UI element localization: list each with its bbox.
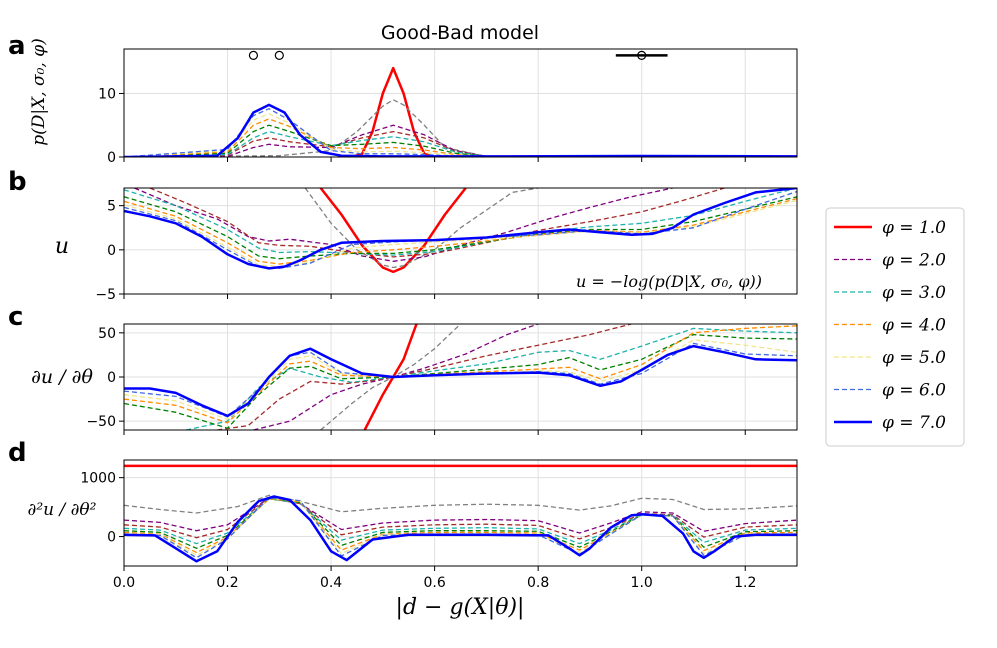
- y-tick-label-c: −50: [86, 414, 116, 430]
- series-line-b-30: [124, 188, 797, 256]
- panel-letter-d: d: [8, 438, 27, 468]
- y-tick-label-d: 1000: [80, 471, 116, 487]
- y-tick-label-a: 0: [107, 150, 116, 166]
- x-tick-label: 0.6: [423, 575, 445, 591]
- series-line-d-30: [124, 498, 797, 545]
- legend-entry-label: φ = 4.0: [882, 316, 946, 336]
- x-tick-label: 0.4: [320, 575, 342, 591]
- y-tick-label-b: −5: [95, 287, 116, 303]
- panel-b-formula: u = −log(p(D|X, σ₀, φ)): [576, 272, 762, 291]
- series-line-c-60: [124, 342, 797, 418]
- panel-letter-a: a: [8, 31, 26, 61]
- series-line-c-70: [124, 344, 797, 418]
- panel-b: −5 0 5: [95, 187, 798, 303]
- axes-frame-a: [123, 48, 798, 158]
- series-line-a-10: [351, 66, 435, 157]
- series-line-d-60: [124, 497, 797, 559]
- y-tick-label-b: 5: [107, 199, 116, 215]
- ylabel-d: ∂²u / ∂θ²: [28, 500, 97, 520]
- y-tick-label-c: 50: [98, 326, 116, 342]
- series-line-b-brown: [149, 188, 725, 258]
- series-line-b-50: [124, 199, 797, 268]
- ylabel-c: ∂u / ∂θ: [31, 366, 93, 388]
- ylabel-a: p(D|X, σ₀, φ): [29, 38, 49, 146]
- panel-letter-c: c: [8, 302, 23, 332]
- series-line-b-10: [319, 188, 467, 274]
- data-point-marker: [274, 50, 284, 60]
- x-tick-label: 1.2: [734, 575, 756, 591]
- series-line-d-brown: [124, 497, 797, 540]
- series-line-c-green: [124, 333, 797, 429]
- data-point-marker: [248, 50, 259, 60]
- series-line-b-40: [124, 197, 797, 265]
- axes-frame-d: [123, 459, 798, 567]
- series-line-b-70: [124, 188, 797, 270]
- legend-entry-label: φ = 2.0: [882, 251, 946, 271]
- series-line-c-50: [124, 339, 797, 421]
- panel-c: −50 0 50: [86, 323, 798, 435]
- x-tick-label: 1.0: [631, 575, 653, 591]
- y-tick-label-a: 10: [98, 86, 116, 102]
- series-group-d: [124, 464, 797, 563]
- x-axis-label: |d − g(X|θ)|: [396, 595, 525, 620]
- series-line-c-20: [253, 324, 539, 430]
- legend: φ = 1.0 φ = 2.0 φ = 3.0 φ = 4.0 φ = 5.0 φ = 6…: [825, 207, 965, 447]
- y-tick-label-c: 0: [107, 370, 116, 386]
- series-line-d-gray: [124, 494, 797, 514]
- series-line-a-green: [124, 124, 797, 157]
- series-line-b-green: [124, 196, 797, 260]
- legend-entry-label: φ = 5.0: [882, 348, 946, 368]
- y-tick-label-d: 0: [107, 530, 116, 546]
- series-group-b: [124, 188, 797, 274]
- panel-a: 0 10: [98, 48, 798, 166]
- series-group-a: [124, 66, 797, 157]
- x-tick-label: 0.8: [527, 575, 549, 591]
- series-line-b-60: [124, 190, 797, 270]
- series-group-c: [124, 324, 797, 430]
- series-line-a-70: [124, 103, 797, 157]
- axes-frame-b: [123, 187, 798, 295]
- series-line-d-20: [124, 497, 797, 534]
- legend-box: [825, 207, 965, 447]
- y-tick-label-b: 0: [107, 243, 116, 259]
- panel-letter-b: b: [8, 167, 27, 197]
- panel-d: 0 1000 0.0 0.2 0.4 0.6 0.8 1.0 1.2: [80, 459, 798, 591]
- legend-entry-label: φ = 7.0: [882, 413, 946, 433]
- legend-entry-label: φ = 6.0: [882, 381, 946, 401]
- x-tick-label: 0.0: [113, 575, 135, 591]
- series-line-b-20: [134, 188, 673, 262]
- legend-entry-label: φ = 3.0: [882, 283, 946, 303]
- series-line-a-30: [124, 130, 797, 157]
- data-point-marker: [637, 50, 647, 60]
- series-line-d-70: [124, 495, 797, 563]
- chart-title: Good-Bad model: [381, 22, 539, 44]
- series-line-d-green: [124, 498, 797, 549]
- ylabel-b: u: [55, 234, 69, 259]
- x-tick-label: 0.2: [216, 575, 238, 591]
- series-line-a-40: [124, 118, 797, 157]
- legend-entry-label: φ = 1.0: [882, 218, 946, 238]
- series-line-b-gray: [304, 188, 539, 269]
